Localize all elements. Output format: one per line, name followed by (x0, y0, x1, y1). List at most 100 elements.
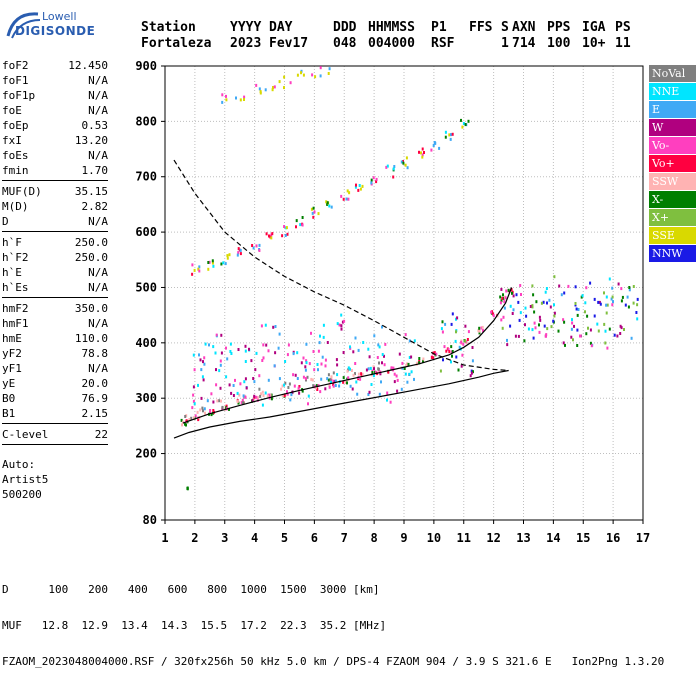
echo-point (258, 249, 261, 252)
echo-point (441, 320, 444, 324)
echo-point (593, 297, 596, 301)
echo-point (524, 323, 526, 327)
echo-point (451, 132, 454, 136)
echo-point (191, 263, 194, 267)
echo-point (560, 293, 563, 297)
echo-point (216, 399, 219, 403)
legend-item-x-: X- (649, 191, 696, 208)
echo-point (357, 188, 360, 192)
echo-point (410, 355, 413, 359)
echo-point (574, 302, 577, 305)
echo-point (305, 361, 308, 365)
echo-point (367, 347, 370, 351)
echo-point (635, 311, 638, 314)
echo-point (332, 384, 335, 388)
echo-point (332, 371, 335, 375)
echo-point (470, 371, 473, 375)
echo-point (367, 393, 370, 396)
param-row-foe: foE N/A (2, 103, 108, 118)
echo-point (292, 373, 295, 377)
echo-point (334, 384, 337, 387)
echo-point (585, 332, 588, 336)
echo-point (305, 342, 308, 346)
echo-point (401, 361, 404, 365)
header-labels-cell: P1 (431, 20, 447, 35)
echo-point (584, 310, 586, 314)
echo-point (230, 352, 233, 355)
echo-point (527, 327, 530, 331)
header-values-cell: Fortaleza (141, 36, 212, 51)
echo-point (585, 286, 588, 290)
echo-point (378, 345, 381, 349)
echo-point (232, 394, 235, 397)
echo-point (262, 343, 265, 347)
echo-point (398, 352, 401, 356)
echo-point (304, 365, 307, 369)
echo-point (293, 384, 296, 388)
echo-point (616, 334, 619, 338)
param-key: foF1 (2, 74, 29, 87)
header-values-cell: RSF (431, 36, 455, 51)
echo-point (284, 360, 287, 363)
echo-point (219, 386, 222, 390)
echo-point (534, 326, 537, 330)
echo-point (311, 73, 314, 77)
echo-point (359, 377, 362, 381)
echo-point (499, 295, 502, 299)
echo-point (267, 378, 270, 382)
echo-point (599, 302, 602, 306)
echo-point (286, 353, 289, 357)
header-values-cell: 11 (615, 36, 631, 51)
echo-point (623, 328, 625, 331)
echo-point (392, 175, 395, 179)
echo-point (377, 367, 380, 371)
echo-point (469, 374, 472, 378)
echo-point (245, 386, 248, 390)
echo-point (603, 322, 606, 326)
echo-point (480, 326, 483, 330)
echo-point (386, 391, 389, 395)
echo-point (225, 404, 228, 408)
echo-point (381, 325, 383, 329)
param-divider (2, 231, 108, 232)
echo-point (286, 392, 289, 396)
param-key: M(D) (2, 200, 29, 213)
echo-point (281, 394, 284, 398)
echo-point (471, 346, 474, 349)
echo-point (570, 335, 573, 339)
echo-point (373, 367, 375, 371)
echo-point (405, 363, 408, 367)
x-tick-label: 4 (251, 531, 258, 545)
echo-point (238, 393, 241, 397)
echo-point (395, 374, 398, 378)
y-tick-label: 600 (135, 225, 157, 239)
echo-point (519, 311, 522, 315)
param-row-fmin: fmin 1.70 (2, 163, 108, 178)
echo-point (500, 318, 503, 322)
echo-point (201, 375, 204, 379)
echo-point (450, 360, 452, 364)
x-tick-label: 5 (281, 531, 288, 545)
echo-point (441, 330, 444, 334)
echo-point (532, 293, 535, 297)
x-tick-label: 3 (221, 531, 228, 545)
echo-point (288, 382, 291, 386)
echo-point (253, 394, 256, 398)
echo-point (370, 383, 373, 386)
echo-point (302, 375, 305, 379)
echo-point (402, 160, 404, 163)
echo-point (191, 272, 194, 276)
echo-point (298, 385, 301, 388)
param-key: D (2, 215, 9, 228)
ionogram-chart: 1 2 3 4 5 6 7 8 9 10 11 12 13 14 15 16 17802003004005006… (135, 59, 650, 545)
echo-point (274, 351, 277, 355)
echo-point (327, 72, 330, 75)
echo-point (386, 398, 388, 402)
echo-point (376, 356, 379, 359)
echo-point (401, 366, 404, 370)
echo-point (400, 160, 403, 164)
echo-point (193, 368, 196, 372)
echo-point (589, 341, 592, 345)
echo-point (538, 323, 540, 327)
echo-point (418, 357, 421, 360)
